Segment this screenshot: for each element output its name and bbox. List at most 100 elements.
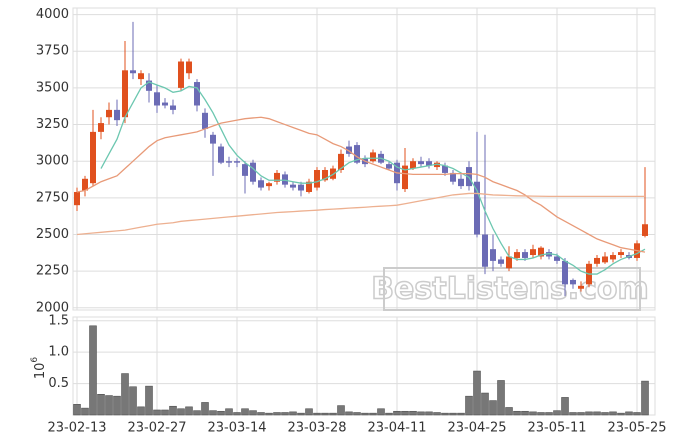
candle-body (210, 134, 216, 144)
y-tick-label: 3000 (36, 154, 69, 169)
volume-bar (393, 410, 401, 416)
moving-average-line (76, 192, 645, 236)
candle-body (202, 112, 208, 129)
x-tick-label: 23-04-25 (447, 421, 506, 436)
candle-body (514, 252, 520, 258)
volume-bar (593, 411, 601, 416)
y-tick-label: 4000 (36, 7, 69, 22)
y-tick-label: 3250 (36, 117, 69, 132)
volume-bar (433, 412, 441, 416)
candle-body (226, 161, 232, 163)
candle-body (338, 153, 344, 170)
volume-bar (345, 411, 353, 416)
volume-bar (281, 412, 289, 416)
y-axis-label: 106 (30, 357, 48, 380)
volume-bar (89, 325, 97, 416)
volume-bar (241, 408, 249, 416)
volume-bar (489, 400, 497, 416)
volume-bar (273, 412, 281, 416)
candle-body (234, 161, 240, 163)
candle-body (450, 172, 456, 182)
candle-body (322, 169, 328, 181)
volume-bar (97, 394, 105, 416)
volume-bar (377, 408, 385, 416)
volume-bar (425, 411, 433, 416)
volume-bar (625, 411, 633, 416)
volume-bar (257, 412, 265, 416)
volume-bar (209, 410, 217, 416)
candle-body (290, 184, 296, 188)
volume-bar (497, 380, 505, 416)
volume-bar (457, 412, 465, 416)
candle-body (82, 178, 88, 191)
volume-bar (537, 412, 545, 416)
candle-body (74, 191, 80, 206)
candle-body (642, 224, 648, 236)
volume-bar (465, 395, 473, 416)
y-tick-label: 0.5 (48, 376, 69, 391)
volume-bar (113, 395, 121, 416)
volume-bar (521, 410, 529, 416)
panel-frame (72, 7, 656, 311)
candle-body (98, 123, 104, 132)
candle-body (170, 105, 176, 110)
candle-body (530, 249, 536, 256)
y-axis-label-exponent: 6 (30, 357, 40, 363)
volume-bar (169, 405, 177, 416)
candle-body (242, 164, 248, 176)
candle-body (386, 164, 392, 169)
volume-bar (193, 410, 201, 416)
volume-bar (553, 410, 561, 416)
candle-body (266, 183, 272, 187)
volume-bar (617, 412, 625, 416)
candle-body (618, 252, 624, 256)
candle-body (146, 80, 152, 91)
candle-body (610, 255, 616, 260)
candle-body (498, 259, 504, 264)
x-tick-label: 23-03-28 (287, 421, 346, 436)
volume-bar (361, 412, 369, 416)
volume-bar (481, 392, 489, 416)
candle-body (410, 161, 416, 169)
volume-bar (161, 409, 169, 416)
volume-bar (265, 412, 273, 416)
candle-body (218, 146, 224, 163)
volume-bar (121, 373, 129, 416)
volume-bar (529, 411, 537, 416)
x-tick-label: 23-05-11 (527, 421, 586, 436)
volume-bar (641, 380, 649, 416)
x-tick-label: 23-02-27 (127, 421, 186, 436)
candle-body (274, 172, 280, 182)
volume-bar (137, 406, 145, 416)
volume-bar (225, 408, 233, 416)
y-tick-label: 2750 (36, 190, 69, 205)
volume-bar (105, 395, 113, 416)
candle-body (138, 73, 144, 80)
moving-average-line (100, 81, 646, 275)
volume-bar (569, 412, 577, 416)
candle-body (114, 109, 120, 121)
y-tick-label: 1.0 (48, 345, 69, 360)
candle-body (258, 180, 264, 188)
volume-bar (441, 412, 449, 416)
volume-bar (145, 385, 153, 416)
candle-body (546, 252, 552, 257)
candle-body (474, 181, 480, 235)
candle-body (434, 162, 440, 168)
volume-bar (73, 404, 81, 416)
candle-body (602, 256, 608, 263)
volume-bar (337, 405, 345, 416)
volume-bar (289, 411, 297, 416)
candle-body (162, 102, 168, 106)
candle-body (458, 178, 464, 187)
volume-bar (561, 397, 569, 416)
volume-bar (385, 412, 393, 416)
x-tick-label: 23-05-25 (607, 421, 666, 436)
candle-body (354, 145, 360, 163)
volume-bar (417, 411, 425, 416)
moving-average-line (76, 116, 646, 253)
volume-bar (353, 412, 361, 416)
candle-body (154, 92, 160, 106)
candle-body (538, 247, 544, 257)
